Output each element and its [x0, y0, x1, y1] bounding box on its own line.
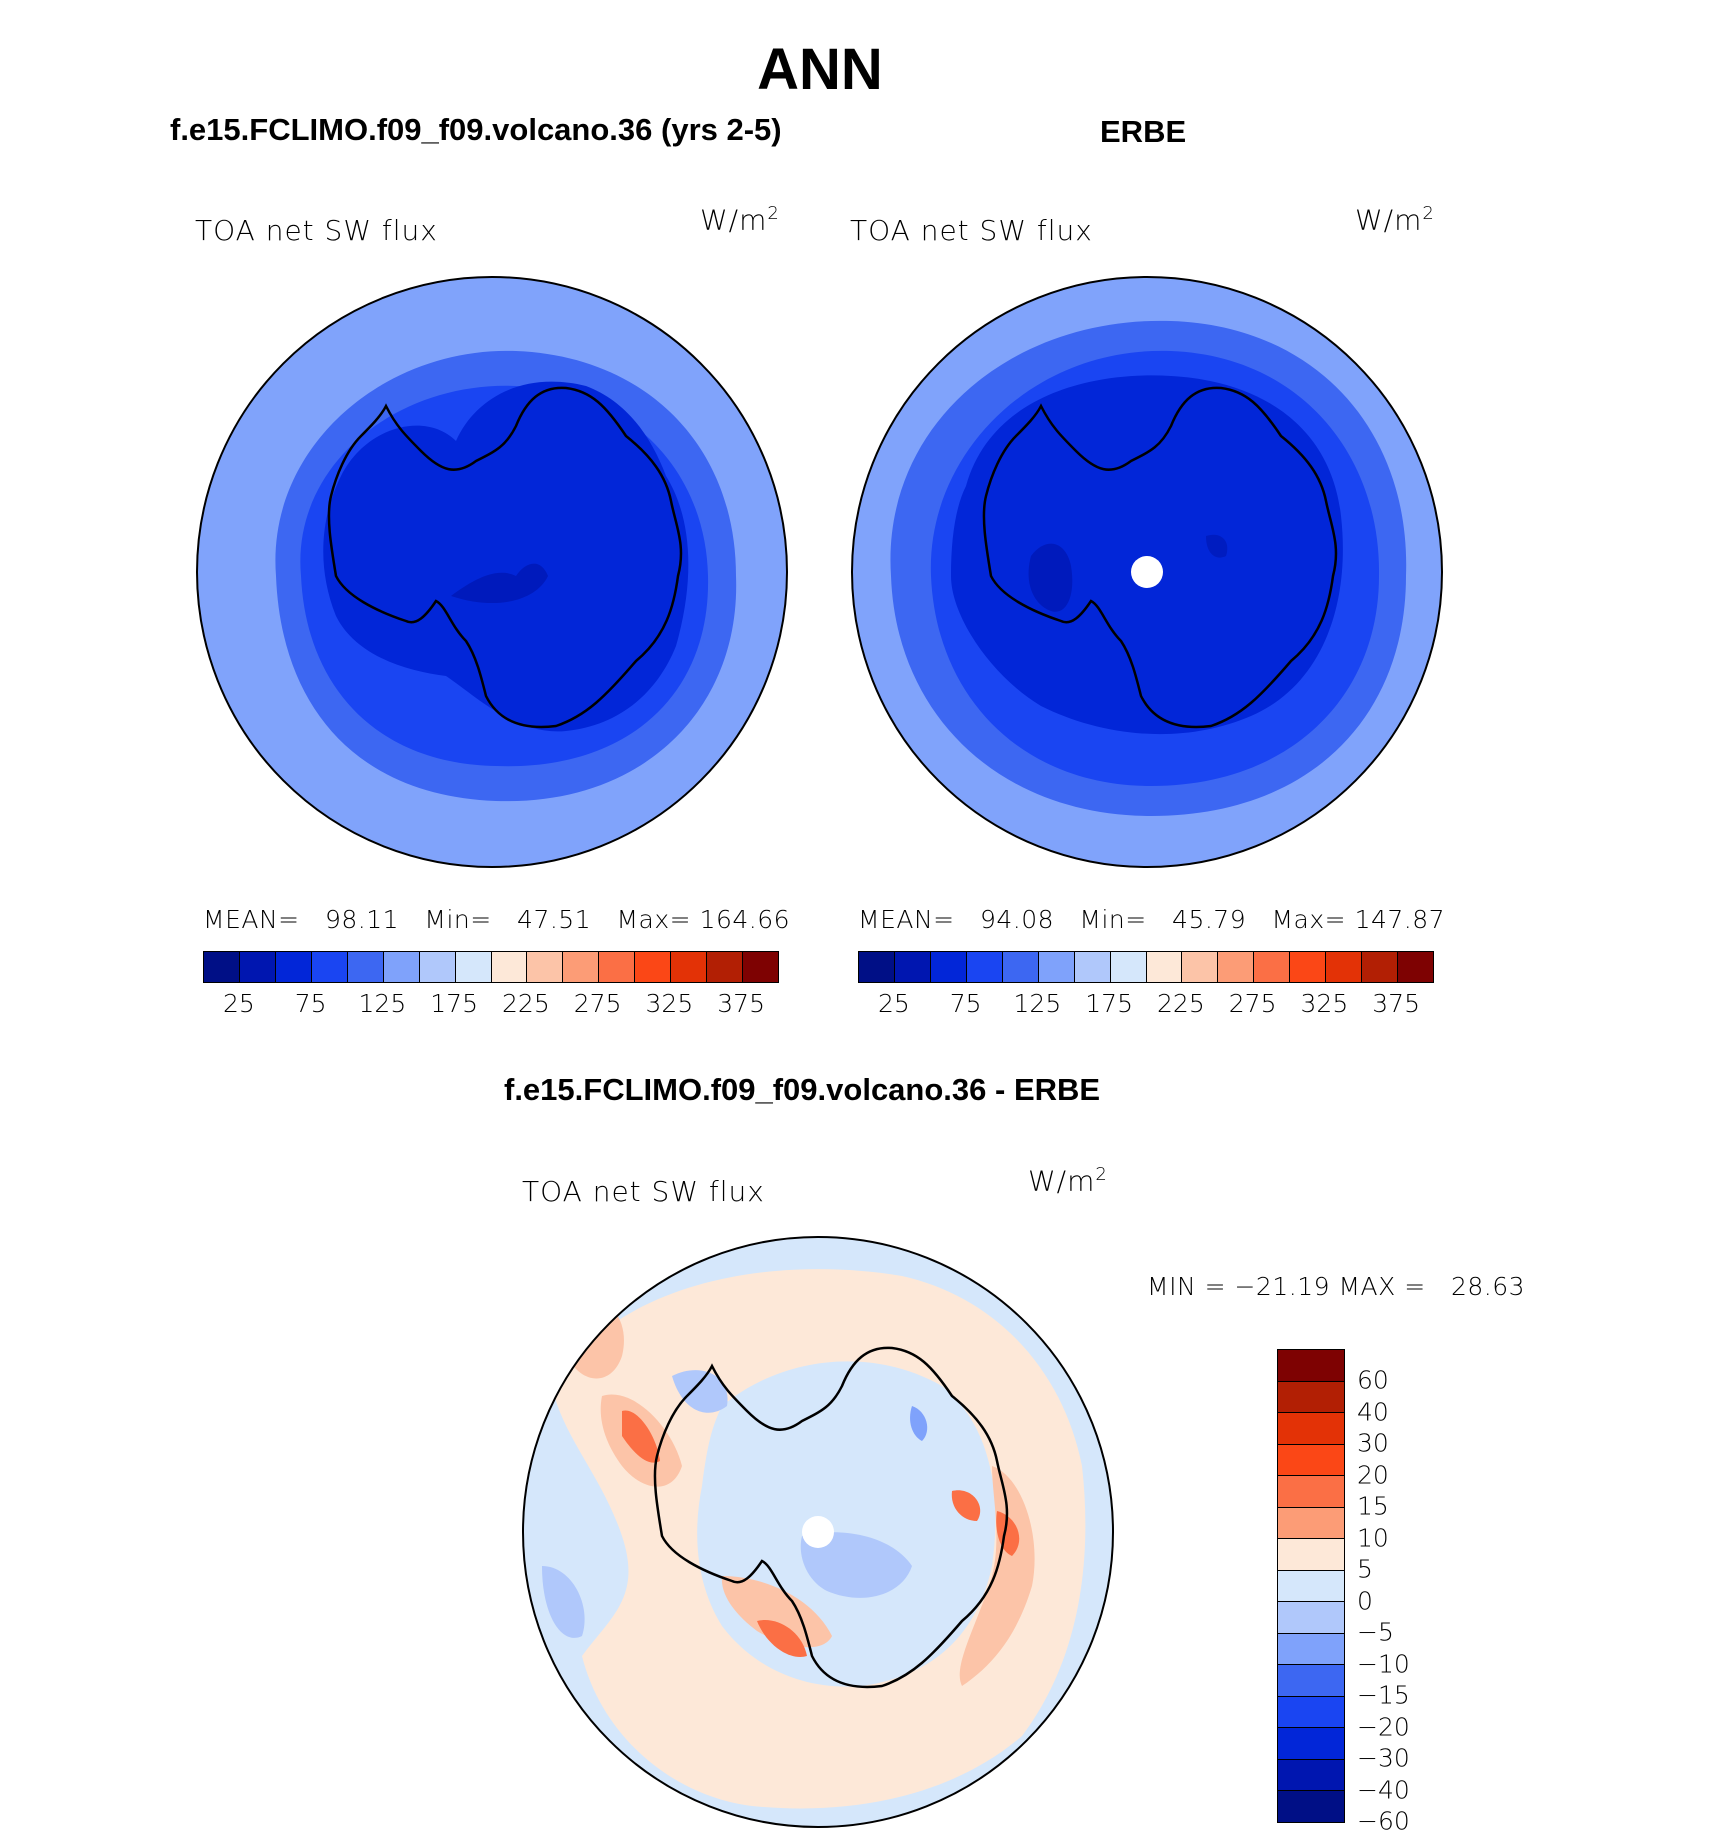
- colorbar-swatch: [743, 952, 778, 982]
- colorbar-tick-label: 175: [1085, 989, 1133, 1018]
- colorbar-tick-label: 5: [1357, 1554, 1373, 1584]
- colorbar-tick-label: 25: [222, 989, 255, 1018]
- colorbar-swatch: [1278, 1539, 1344, 1571]
- colorbar-tick-label: 225: [1157, 989, 1205, 1018]
- colorbar-tick-label: −15: [1357, 1680, 1410, 1710]
- right-variable-label: TOA net SW flux: [850, 214, 1093, 247]
- colorbar-swatch: [930, 952, 967, 982]
- colorbar-swatch: [894, 952, 931, 982]
- colorbar-swatch: [419, 952, 456, 982]
- colorbar-swatch: [383, 952, 420, 982]
- colorbar-tick-label: 40: [1357, 1397, 1389, 1427]
- colorbar-swatch: [635, 952, 672, 982]
- left-colorbar: [203, 951, 779, 983]
- colorbar-swatch: [671, 952, 708, 982]
- left-units: W/m2: [700, 203, 780, 237]
- colorbar-swatch: [1146, 952, 1183, 982]
- colorbar-swatch: [966, 952, 1003, 982]
- colorbar-tick-label: 175: [430, 989, 478, 1018]
- colorbar-tick-label: −5: [1357, 1617, 1394, 1647]
- diff-units: W/m2: [1028, 1164, 1108, 1198]
- colorbar-tick-label: 375: [1372, 989, 1420, 1018]
- left-polar-map: [196, 276, 788, 868]
- colorbar-tick-label: 125: [1013, 989, 1062, 1018]
- colorbar-tick-label: 375: [717, 989, 765, 1018]
- colorbar-tick-label: −60: [1357, 1806, 1410, 1836]
- colorbar-swatch: [239, 952, 276, 982]
- colorbar-swatch: [1110, 952, 1147, 982]
- right-units: W/m2: [1355, 203, 1435, 237]
- colorbar-swatch: [1278, 1696, 1344, 1729]
- colorbar-tick-label: −40: [1357, 1775, 1410, 1805]
- colorbar-tick-label: −20: [1357, 1712, 1410, 1742]
- colorbar-swatch: [1278, 1381, 1344, 1414]
- colorbar-swatch: [1278, 1665, 1344, 1697]
- colorbar-swatch: [1278, 1602, 1344, 1634]
- colorbar-tick-label: −10: [1357, 1649, 1410, 1679]
- colorbar-swatch: [1278, 1633, 1344, 1666]
- colorbar-tick-label: 75: [294, 989, 327, 1018]
- diff-polar-map: [522, 1236, 1114, 1828]
- left-variable-label: TOA net SW flux: [195, 214, 438, 247]
- colorbar-swatch: [311, 952, 348, 982]
- colorbar-swatch: [1362, 952, 1399, 982]
- colorbar-swatch: [563, 952, 600, 982]
- colorbar-swatch: [1278, 1759, 1344, 1792]
- colorbar-tick-label: 275: [573, 989, 622, 1018]
- colorbar-swatch: [1278, 1476, 1344, 1508]
- colorbar-tick-label: 30: [1357, 1428, 1389, 1458]
- colorbar-swatch: [1254, 952, 1291, 982]
- colorbar-swatch: [1278, 1507, 1344, 1540]
- colorbar-swatch: [455, 952, 492, 982]
- colorbar-swatch: [275, 952, 312, 982]
- colorbar-swatch: [599, 952, 636, 982]
- right-stats: MEAN= 94.08 Min= 45.79 Max= 147.87: [858, 905, 1446, 934]
- colorbar-swatch: [1278, 1728, 1344, 1760]
- colorbar-swatch: [1290, 952, 1327, 982]
- colorbar-swatch: [1074, 952, 1111, 982]
- left-case-title: f.e15.FCLIMO.f09_f09.volcano.36 (yrs 2-5…: [170, 112, 782, 147]
- colorbar-tick-label: 0: [1357, 1586, 1373, 1616]
- colorbar-swatch: [527, 952, 564, 982]
- colorbar-swatch: [1278, 1413, 1344, 1445]
- colorbar-swatch: [1278, 1570, 1344, 1603]
- colorbar-swatch: [1326, 952, 1363, 982]
- colorbar-swatch: [1278, 1791, 1344, 1822]
- colorbar-tick-label: 15: [1357, 1491, 1389, 1521]
- colorbar-tick-label: 225: [502, 989, 550, 1018]
- colorbar-swatch: [491, 952, 528, 982]
- colorbar-tick-label: 60: [1357, 1365, 1389, 1395]
- colorbar-swatch: [859, 952, 895, 982]
- colorbar-tick-label: 10: [1357, 1523, 1389, 1553]
- colorbar-swatch: [1182, 952, 1219, 982]
- left-stats: MEAN= 98.11 Min= 47.51 Max= 164.66: [203, 905, 791, 934]
- colorbar-tick-label: 75: [949, 989, 982, 1018]
- colorbar-tick-label: 25: [877, 989, 910, 1018]
- colorbar-tick-label: 325: [645, 989, 694, 1018]
- colorbar-swatch: [347, 952, 384, 982]
- diff-colorbar: [1277, 1349, 1345, 1823]
- diff-case-title: f.e15.FCLIMO.f09_f09.volcano.36 - ERBE: [504, 1072, 1101, 1107]
- main-title: ANN: [757, 37, 883, 102]
- diff-variable-label: TOA net SW flux: [522, 1175, 765, 1208]
- colorbar-swatch: [1278, 1350, 1344, 1382]
- right-colorbar: [858, 951, 1434, 983]
- right-case-title: ERBE: [1100, 114, 1187, 149]
- colorbar-swatch: [1398, 952, 1433, 982]
- colorbar-swatch: [707, 952, 744, 982]
- colorbar-tick-label: −30: [1357, 1743, 1410, 1773]
- colorbar-tick-label: 20: [1357, 1460, 1389, 1490]
- colorbar-swatch: [1278, 1444, 1344, 1477]
- colorbar-swatch: [204, 952, 240, 982]
- colorbar-tick-label: 275: [1228, 989, 1277, 1018]
- colorbar-tick-label: 325: [1300, 989, 1349, 1018]
- diff-minmax: MIN = −21.19 MAX = 28.63: [1147, 1272, 1526, 1301]
- colorbar-tick-label: 125: [358, 989, 407, 1018]
- right-polar-map: [851, 276, 1443, 868]
- colorbar-swatch: [1218, 952, 1255, 982]
- colorbar-swatch: [1002, 952, 1039, 982]
- colorbar-swatch: [1038, 952, 1075, 982]
